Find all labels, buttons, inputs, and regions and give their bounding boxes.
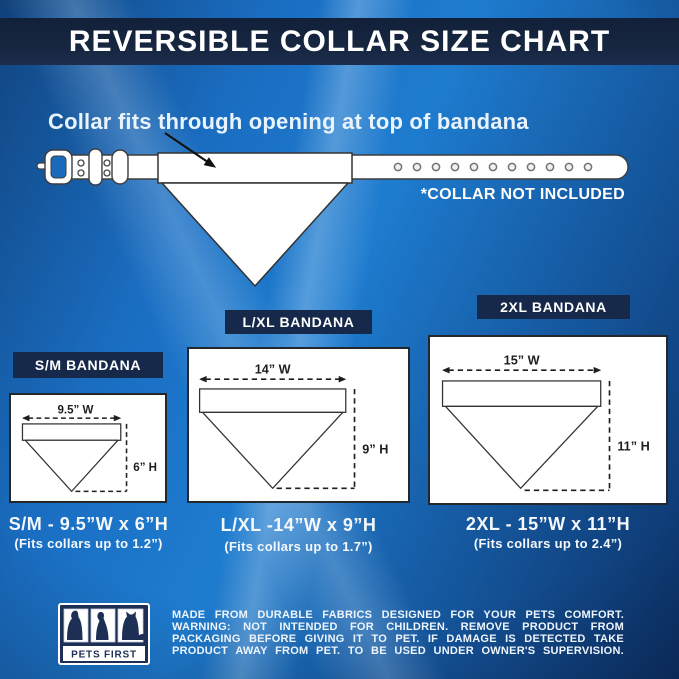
disclaimer-text: MADE FROM DURABLE FABRICS DESIGNED FOR Y… xyxy=(172,609,624,658)
disclaimer-line-1: MADE FROM DURABLE FABRICS DESIGNED FOR Y… xyxy=(172,609,624,621)
collar-opening-annotation: Collar fits through opening at top of ba… xyxy=(48,109,529,134)
size-caption-2xl: 2XL - 15”W x 11”H xyxy=(465,514,631,534)
bandana-sleeve xyxy=(157,152,353,184)
dog-sitting-right-icon xyxy=(122,611,139,640)
disclaimer-line-2: WARNING: NOT INTENDED FOR CHILDREN. REMO… xyxy=(172,620,624,633)
lxl-width-label: 14” W xyxy=(255,362,291,376)
xxl-width-label: 15” W xyxy=(504,353,540,367)
disclaimer-line-3: PACKAGING BEFORE GIVING IT TO PET. IF DA… xyxy=(172,632,624,645)
pointer-arrow xyxy=(164,132,217,168)
size-fits-lxl: (Fits collars up to 1.7”) xyxy=(224,539,373,554)
xxl-height-label: 11” H xyxy=(617,439,649,453)
size-header-lxl: L/XL BANDANA xyxy=(225,310,372,334)
disclaimer-line-4: PRODUCT AWAY FROM PET. TO BE USED UNDER … xyxy=(172,644,624,657)
size-header-sm-label: S/M BANDANA xyxy=(34,357,142,373)
dog-sitting-left-icon xyxy=(67,610,83,640)
size-header-2xl-label: 2XL BANDANA xyxy=(500,299,607,315)
logo-text: PETS FIRST xyxy=(71,650,137,661)
size-fits-sm: (Fits collars up to 1.2”) xyxy=(14,536,163,551)
collar-not-included-note: *COLLAR NOT INCLUDED xyxy=(420,186,625,203)
collar-bandana-illustration xyxy=(36,132,629,287)
size-caption-sm: S/M - 9.5”W x 6”H xyxy=(8,514,169,534)
page-title: REVERSIBLE COLLAR SIZE CHART xyxy=(68,24,611,58)
sm-width-label: 9.5” W xyxy=(58,404,94,416)
dog-tail-icon xyxy=(137,633,146,640)
collar-buckle xyxy=(36,148,129,186)
size-header-sm: S/M BANDANA xyxy=(13,352,163,378)
size-header-2xl: 2XL BANDANA xyxy=(477,295,630,319)
size-card-2xl: 15” W 11” H xyxy=(428,335,668,505)
size-diagram-sm: 9.5” W 6” H xyxy=(21,404,157,493)
bandana-triangle xyxy=(161,182,349,287)
title-bar: REVERSIBLE COLLAR SIZE CHART xyxy=(0,18,679,65)
size-fits-2xl: (Fits collars up to 2.4”) xyxy=(473,536,623,551)
sm-height-label: 6” H xyxy=(133,462,157,474)
lxl-height-label: 9” H xyxy=(362,442,388,456)
size-header-lxl-label: L/XL BANDANA xyxy=(242,314,355,330)
size-caption-lxl: L/XL -14”W x 9”H xyxy=(220,515,377,535)
size-card-lxl: 14” W 9” H xyxy=(187,347,410,503)
collar-holes xyxy=(393,162,593,172)
size-diagram-lxl: 14” W 9” H xyxy=(198,362,388,490)
size-card-sm: 9.5” W 6” H xyxy=(9,393,167,503)
size-diagram-2xl: 15” W 11” H xyxy=(441,353,650,492)
pets-first-logo: PETS FIRST xyxy=(58,603,150,665)
dog-begging-icon xyxy=(96,611,109,640)
